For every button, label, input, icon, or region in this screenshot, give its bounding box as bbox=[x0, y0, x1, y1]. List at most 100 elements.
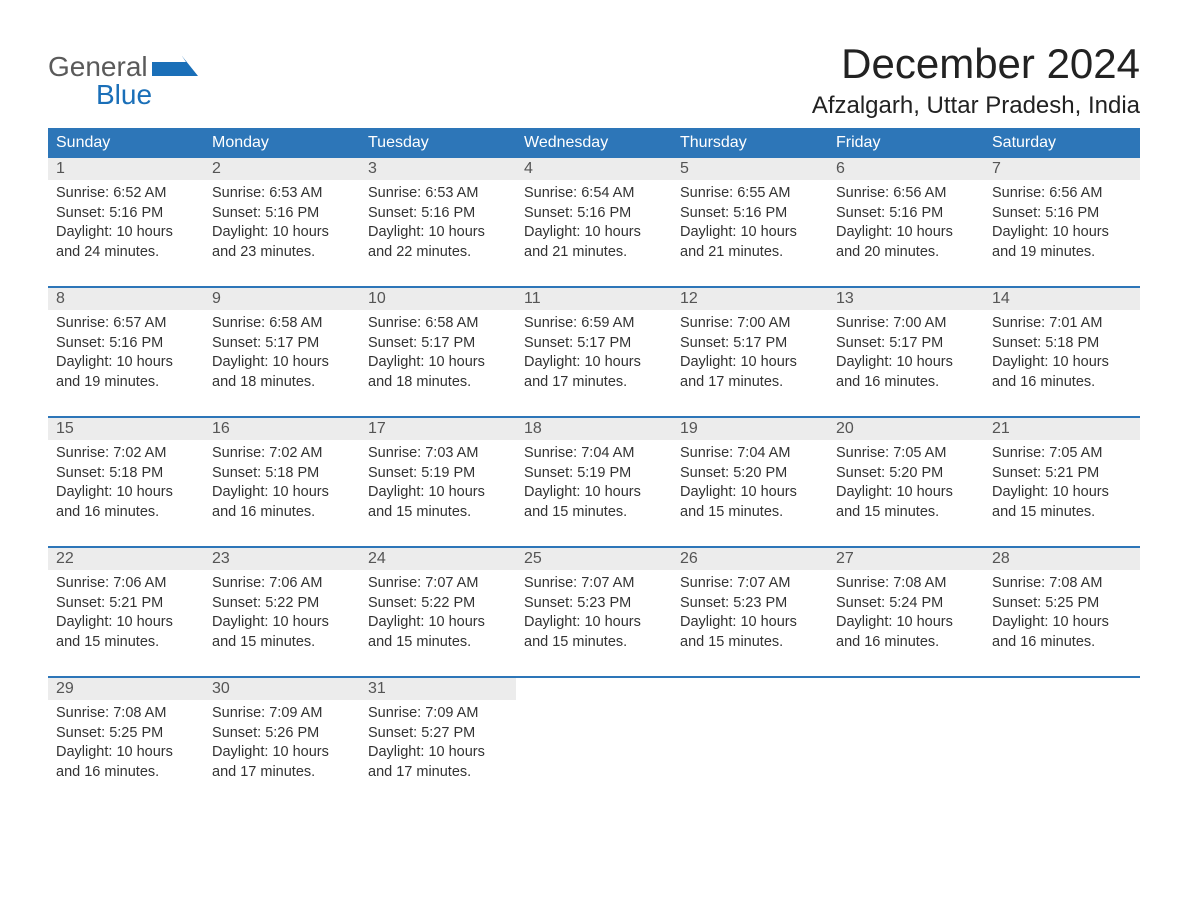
day-cell: 24Sunrise: 7:07 AMSunset: 5:22 PMDayligh… bbox=[360, 548, 516, 658]
sunset-line: Sunset: 5:17 PM bbox=[524, 334, 664, 354]
sunset-line: Sunset: 5:18 PM bbox=[56, 464, 196, 484]
day-details: Sunrise: 6:53 AMSunset: 5:16 PMDaylight:… bbox=[360, 180, 516, 266]
day-details: Sunrise: 7:01 AMSunset: 5:18 PMDaylight:… bbox=[984, 310, 1140, 396]
day-number: 19 bbox=[672, 418, 828, 440]
weekday-label: Saturday bbox=[984, 128, 1140, 158]
daylight-line: Daylight: 10 hours and 24 minutes. bbox=[56, 223, 196, 262]
daylight-line: Daylight: 10 hours and 16 minutes. bbox=[56, 483, 196, 522]
weekday-label: Wednesday bbox=[516, 128, 672, 158]
sunrise-line: Sunrise: 7:00 AM bbox=[836, 314, 976, 334]
daylight-line: Daylight: 10 hours and 15 minutes. bbox=[680, 613, 820, 652]
sunset-line: Sunset: 5:17 PM bbox=[212, 334, 352, 354]
day-number: 21 bbox=[984, 418, 1140, 440]
day-number: 26 bbox=[672, 548, 828, 570]
sunset-line: Sunset: 5:25 PM bbox=[56, 724, 196, 744]
day-number: 27 bbox=[828, 548, 984, 570]
sunrise-line: Sunrise: 7:02 AM bbox=[56, 444, 196, 464]
day-number: 13 bbox=[828, 288, 984, 310]
day-cell: 29Sunrise: 7:08 AMSunset: 5:25 PMDayligh… bbox=[48, 678, 204, 788]
daylight-line: Daylight: 10 hours and 21 minutes. bbox=[524, 223, 664, 262]
sunset-line: Sunset: 5:17 PM bbox=[836, 334, 976, 354]
sunset-line: Sunset: 5:27 PM bbox=[368, 724, 508, 744]
weekday-label: Thursday bbox=[672, 128, 828, 158]
day-cell: 19Sunrise: 7:04 AMSunset: 5:20 PMDayligh… bbox=[672, 418, 828, 528]
day-details: Sunrise: 7:05 AMSunset: 5:20 PMDaylight:… bbox=[828, 440, 984, 526]
logo-text-general: General bbox=[48, 53, 148, 81]
weekday-label: Friday bbox=[828, 128, 984, 158]
sunrise-line: Sunrise: 6:58 AM bbox=[368, 314, 508, 334]
day-details: Sunrise: 7:07 AMSunset: 5:23 PMDaylight:… bbox=[516, 570, 672, 656]
daylight-line: Daylight: 10 hours and 15 minutes. bbox=[56, 613, 196, 652]
daylight-line: Daylight: 10 hours and 18 minutes. bbox=[212, 353, 352, 392]
daylight-line: Daylight: 10 hours and 15 minutes. bbox=[992, 483, 1132, 522]
sunrise-line: Sunrise: 6:55 AM bbox=[680, 184, 820, 204]
week-row: 1Sunrise: 6:52 AMSunset: 5:16 PMDaylight… bbox=[48, 158, 1140, 268]
weeks-container: 1Sunrise: 6:52 AMSunset: 5:16 PMDaylight… bbox=[48, 158, 1140, 788]
daylight-line: Daylight: 10 hours and 16 minutes. bbox=[56, 743, 196, 782]
daylight-line: Daylight: 10 hours and 21 minutes. bbox=[680, 223, 820, 262]
sunrise-line: Sunrise: 7:05 AM bbox=[992, 444, 1132, 464]
daylight-line: Daylight: 10 hours and 23 minutes. bbox=[212, 223, 352, 262]
day-number: 3 bbox=[360, 158, 516, 180]
day-details: Sunrise: 7:09 AMSunset: 5:26 PMDaylight:… bbox=[204, 700, 360, 786]
day-cell: 31Sunrise: 7:09 AMSunset: 5:27 PMDayligh… bbox=[360, 678, 516, 788]
day-cell bbox=[984, 678, 1140, 788]
sunset-line: Sunset: 5:21 PM bbox=[992, 464, 1132, 484]
day-details: Sunrise: 7:07 AMSunset: 5:23 PMDaylight:… bbox=[672, 570, 828, 656]
daylight-line: Daylight: 10 hours and 16 minutes. bbox=[992, 353, 1132, 392]
day-details: Sunrise: 7:02 AMSunset: 5:18 PMDaylight:… bbox=[204, 440, 360, 526]
day-cell bbox=[828, 678, 984, 788]
logo-flag-icon bbox=[152, 52, 198, 81]
sunset-line: Sunset: 5:18 PM bbox=[212, 464, 352, 484]
sunrise-line: Sunrise: 7:02 AM bbox=[212, 444, 352, 464]
day-details: Sunrise: 7:06 AMSunset: 5:22 PMDaylight:… bbox=[204, 570, 360, 656]
day-cell: 13Sunrise: 7:00 AMSunset: 5:17 PMDayligh… bbox=[828, 288, 984, 398]
day-details: Sunrise: 6:53 AMSunset: 5:16 PMDaylight:… bbox=[204, 180, 360, 266]
week-row: 15Sunrise: 7:02 AMSunset: 5:18 PMDayligh… bbox=[48, 416, 1140, 528]
sunrise-line: Sunrise: 6:58 AM bbox=[212, 314, 352, 334]
sunset-line: Sunset: 5:17 PM bbox=[368, 334, 508, 354]
day-number: 2 bbox=[204, 158, 360, 180]
day-cell: 12Sunrise: 7:00 AMSunset: 5:17 PMDayligh… bbox=[672, 288, 828, 398]
sunset-line: Sunset: 5:24 PM bbox=[836, 594, 976, 614]
day-number: 25 bbox=[516, 548, 672, 570]
daylight-line: Daylight: 10 hours and 17 minutes. bbox=[212, 743, 352, 782]
day-number: 10 bbox=[360, 288, 516, 310]
day-number: 12 bbox=[672, 288, 828, 310]
day-details: Sunrise: 7:05 AMSunset: 5:21 PMDaylight:… bbox=[984, 440, 1140, 526]
day-number: 5 bbox=[672, 158, 828, 180]
sunrise-line: Sunrise: 6:52 AM bbox=[56, 184, 196, 204]
sunset-line: Sunset: 5:16 PM bbox=[212, 204, 352, 224]
day-details: Sunrise: 7:08 AMSunset: 5:25 PMDaylight:… bbox=[984, 570, 1140, 656]
day-details: Sunrise: 6:54 AMSunset: 5:16 PMDaylight:… bbox=[516, 180, 672, 266]
daylight-line: Daylight: 10 hours and 17 minutes. bbox=[680, 353, 820, 392]
day-cell: 8Sunrise: 6:57 AMSunset: 5:16 PMDaylight… bbox=[48, 288, 204, 398]
day-number: 11 bbox=[516, 288, 672, 310]
sunset-line: Sunset: 5:17 PM bbox=[680, 334, 820, 354]
daylight-line: Daylight: 10 hours and 19 minutes. bbox=[992, 223, 1132, 262]
day-number: 22 bbox=[48, 548, 204, 570]
weekday-label: Tuesday bbox=[360, 128, 516, 158]
sunset-line: Sunset: 5:21 PM bbox=[56, 594, 196, 614]
sunset-line: Sunset: 5:22 PM bbox=[212, 594, 352, 614]
sunrise-line: Sunrise: 7:07 AM bbox=[368, 574, 508, 594]
day-cell: 9 Sunrise: 6:58 AMSunset: 5:17 PMDaylight… bbox=[204, 288, 360, 398]
day-number: 15 bbox=[48, 418, 204, 440]
day-cell: 17Sunrise: 7:03 AMSunset: 5:19 PMDayligh… bbox=[360, 418, 516, 528]
header-row: General Blue December 2024 Afzalgarh, Ut… bbox=[48, 40, 1140, 120]
day-number: 9 bbox=[204, 288, 360, 310]
sunrise-line: Sunrise: 6:59 AM bbox=[524, 314, 664, 334]
day-cell: 1Sunrise: 6:52 AMSunset: 5:16 PMDaylight… bbox=[48, 158, 204, 268]
day-details: Sunrise: 7:07 AMSunset: 5:22 PMDaylight:… bbox=[360, 570, 516, 656]
sunset-line: Sunset: 5:23 PM bbox=[680, 594, 820, 614]
title-block: December 2024 Afzalgarh, Uttar Pradesh, … bbox=[812, 40, 1140, 120]
sunrise-line: Sunrise: 7:03 AM bbox=[368, 444, 508, 464]
daylight-line: Daylight: 10 hours and 16 minutes. bbox=[836, 613, 976, 652]
daylight-line: Daylight: 10 hours and 16 minutes. bbox=[992, 613, 1132, 652]
sunset-line: Sunset: 5:19 PM bbox=[524, 464, 664, 484]
day-number: 18 bbox=[516, 418, 672, 440]
day-number: 28 bbox=[984, 548, 1140, 570]
sunset-line: Sunset: 5:16 PM bbox=[56, 334, 196, 354]
daylight-line: Daylight: 10 hours and 15 minutes. bbox=[836, 483, 976, 522]
day-cell: 11Sunrise: 6:59 AMSunset: 5:17 PMDayligh… bbox=[516, 288, 672, 398]
